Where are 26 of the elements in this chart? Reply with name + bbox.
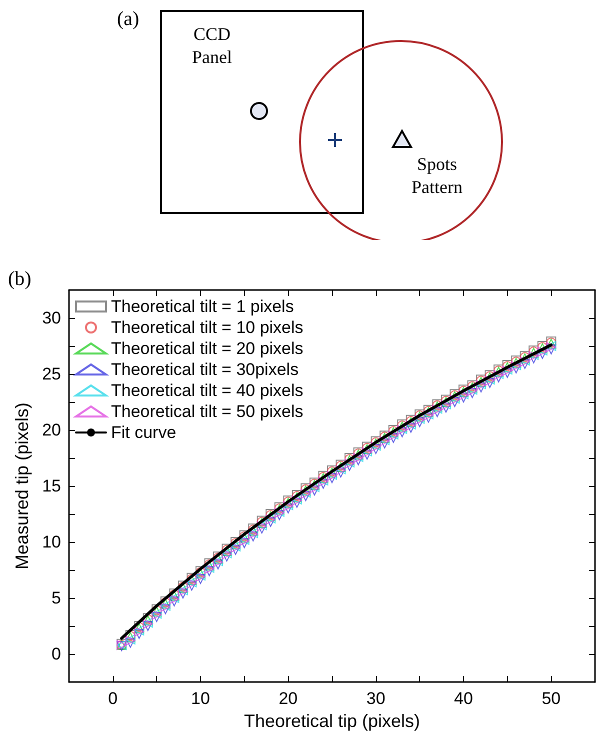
- legend-label: Theoretical tilt = 50 pixels: [111, 402, 304, 421]
- y-tick-label: 15: [42, 476, 61, 496]
- text: CCD Panel: [192, 24, 232, 67]
- legend-label: Fit curve: [111, 423, 176, 442]
- x-tick-label: 0: [108, 689, 118, 708]
- y-tick-label: 30: [42, 308, 61, 328]
- legend-label: Theoretical tilt = 40 pixels: [111, 381, 304, 400]
- x-axis-title: Theoretical tip (pixels): [244, 711, 420, 731]
- x-tick-label: 30: [366, 689, 386, 708]
- x-tick-label: 50: [542, 689, 561, 708]
- legend-label: Theoretical tilt = 1 pixels: [111, 297, 294, 316]
- text: Spots Pattern: [412, 154, 462, 197]
- y-tick-label: 25: [42, 364, 61, 384]
- y-tick-label: 20: [42, 420, 61, 440]
- text: (b): [8, 268, 32, 290]
- y-axis-title: Measured tip (pixels): [12, 402, 32, 570]
- y-tick-label: 10: [42, 532, 61, 552]
- y-tick-label: 5: [52, 588, 61, 608]
- legend-label: Theoretical tilt = 20 pixels: [111, 339, 304, 358]
- x-tick-label: 20: [278, 689, 298, 708]
- x-tick-label: 40: [454, 689, 473, 708]
- legend-label: Theoretical tilt = 10 pixels: [111, 318, 304, 337]
- y-tick-label: 0: [52, 644, 61, 664]
- x-tick-label: 10: [191, 689, 210, 708]
- legend-label: Theoretical tilt = 30pixels: [111, 360, 299, 379]
- text: (a): [117, 8, 140, 30]
